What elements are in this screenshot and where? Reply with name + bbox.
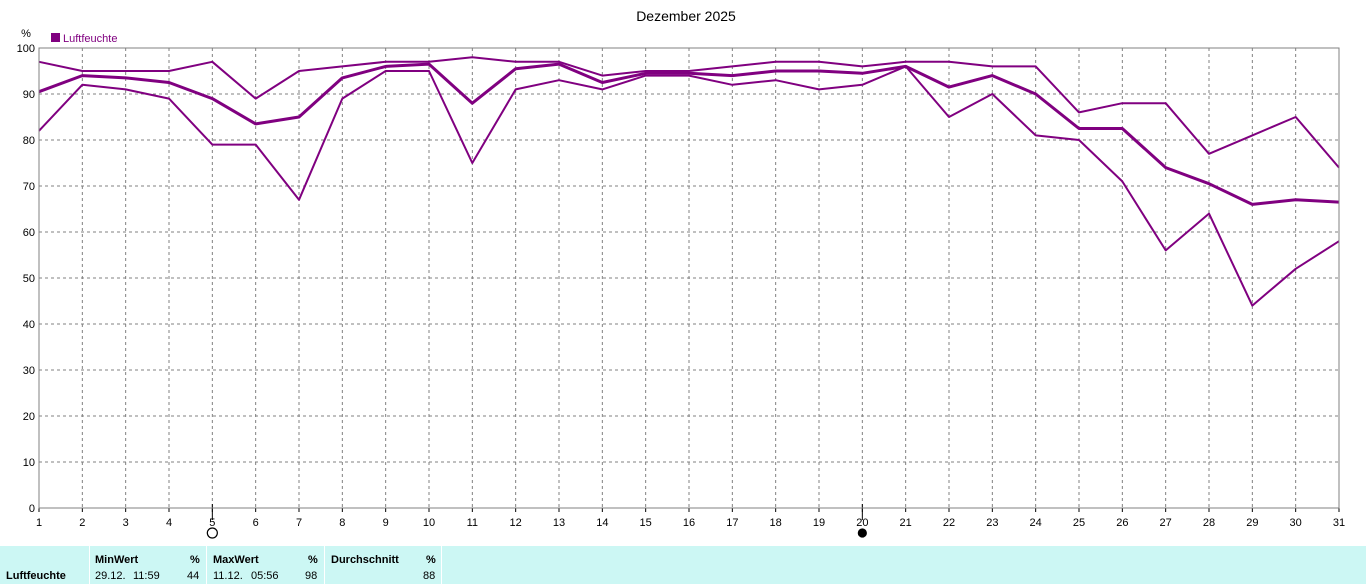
x-tick-label: 15 — [640, 517, 652, 529]
legend-label: Luftfeuchte — [63, 33, 117, 45]
series-line-avg — [38, 62, 1340, 206]
stats-min-time: 11:59 — [133, 570, 160, 582]
x-tick-label: 18 — [770, 517, 782, 529]
y-tick-label: 20 — [23, 411, 35, 423]
x-tick-label: 27 — [1160, 517, 1172, 529]
statistics-bar: Luftfeuchte MinWert % 29.12. 11:59 44 Ma… — [0, 546, 1366, 584]
stats-avg-value: 88 — [423, 570, 436, 582]
x-tick-label: 7 — [296, 517, 302, 529]
x-tick-label: 1 — [36, 517, 42, 529]
x-tick-label: 6 — [253, 517, 259, 529]
y-tick-labels: 0 10 20 30 40 50 60 70 80 90 100 — [17, 43, 35, 515]
stats-min-value: 44 — [187, 570, 200, 582]
y-tick-label: 60 — [23, 227, 35, 239]
x-tick-label: 20 — [856, 517, 868, 529]
y-tick-label: 30 — [23, 365, 35, 377]
grid — [39, 48, 1339, 508]
plot-frame — [38, 47, 1340, 509]
stats-max-time: 05:56 — [251, 570, 279, 582]
stats-series-label: Luftfeuchte — [6, 570, 66, 582]
stats-min-date: 29.12. — [95, 570, 126, 582]
x-tick-label: 30 — [1290, 517, 1302, 529]
x-tick-label: 17 — [726, 517, 738, 529]
x-tick-label: 21 — [900, 517, 912, 529]
full-moon-icon — [206, 527, 218, 539]
x-tick-label: 8 — [339, 517, 345, 529]
stats-max-date: 11.12. — [213, 570, 243, 582]
x-tick-labels: 1 2 3 4 5 6 7 8 9 10 11 12 13 14 15 16 17 18 19 20 21 22 23 24 2… — [36, 508, 1345, 529]
stats-min-header: MinWert — [95, 554, 139, 566]
stats-avg-unit: % — [426, 554, 436, 566]
x-tick-label: 11 — [467, 517, 478, 529]
series-lines — [38, 56, 1340, 307]
stats-max-value: 98 — [305, 570, 318, 582]
x-tick-label: 19 — [813, 517, 825, 529]
series-line-min — [38, 65, 1340, 307]
chart-title: Dezember 2025 — [636, 8, 736, 24]
stats-min-unit: % — [190, 554, 200, 566]
stats-max-header: MaxWert — [213, 554, 259, 566]
x-tick-label: 28 — [1203, 517, 1215, 529]
x-tick-label: 3 — [123, 517, 129, 529]
x-tick-label: 23 — [986, 517, 998, 529]
y-tick-label: 0 — [29, 503, 35, 515]
stats-series-cell: Luftfeuchte — [0, 546, 89, 584]
y-tick-label: 90 — [23, 89, 35, 101]
stats-avg-header: Durchschnitt — [331, 554, 399, 566]
moon-markers — [206, 504, 867, 539]
x-tick-label: 9 — [383, 517, 389, 529]
stats-empty-cell — [441, 546, 1366, 584]
y-tick-label: 70 — [23, 181, 35, 193]
y-tick-label: 10 — [23, 457, 35, 469]
humidity-chart: Dezember 2025 % Luftfeuchte 0 10 20 30 40 50 6… — [17, 8, 1345, 539]
x-tick-label: 29 — [1246, 517, 1258, 529]
y-axis-unit: % — [21, 28, 31, 40]
x-tick-label: 2 — [79, 517, 85, 529]
legend-swatch — [51, 33, 60, 42]
x-tick-label: 4 — [166, 517, 172, 529]
x-tick-label: 31 — [1333, 517, 1345, 529]
y-tick-label: 100 — [17, 43, 35, 55]
stats-max-cell: MaxWert % 11.12. 05:56 98 — [206, 546, 324, 584]
x-tick-label: 25 — [1073, 517, 1085, 529]
y-tick-label: 50 — [23, 273, 35, 285]
x-tick-label: 22 — [943, 517, 955, 529]
stats-avg-cell: Durchschnitt % 88 — [324, 546, 441, 584]
y-tick-label: 40 — [23, 319, 35, 331]
new-moon-icon — [857, 528, 867, 538]
x-tick-label: 10 — [423, 517, 435, 529]
y-tick-label: 80 — [23, 135, 35, 147]
x-tick-label: 24 — [1030, 517, 1042, 529]
series-line-max — [38, 56, 1340, 169]
x-tick-label: 12 — [510, 517, 522, 529]
stats-min-cell: MinWert % 29.12. 11:59 44 — [89, 546, 206, 584]
stats-max-unit: % — [308, 554, 318, 566]
x-tick-label: 13 — [553, 517, 565, 529]
x-tick-label: 5 — [209, 517, 215, 529]
x-tick-label: 14 — [596, 517, 608, 529]
x-tick-label: 26 — [1116, 517, 1128, 529]
x-tick-label: 16 — [683, 517, 695, 529]
